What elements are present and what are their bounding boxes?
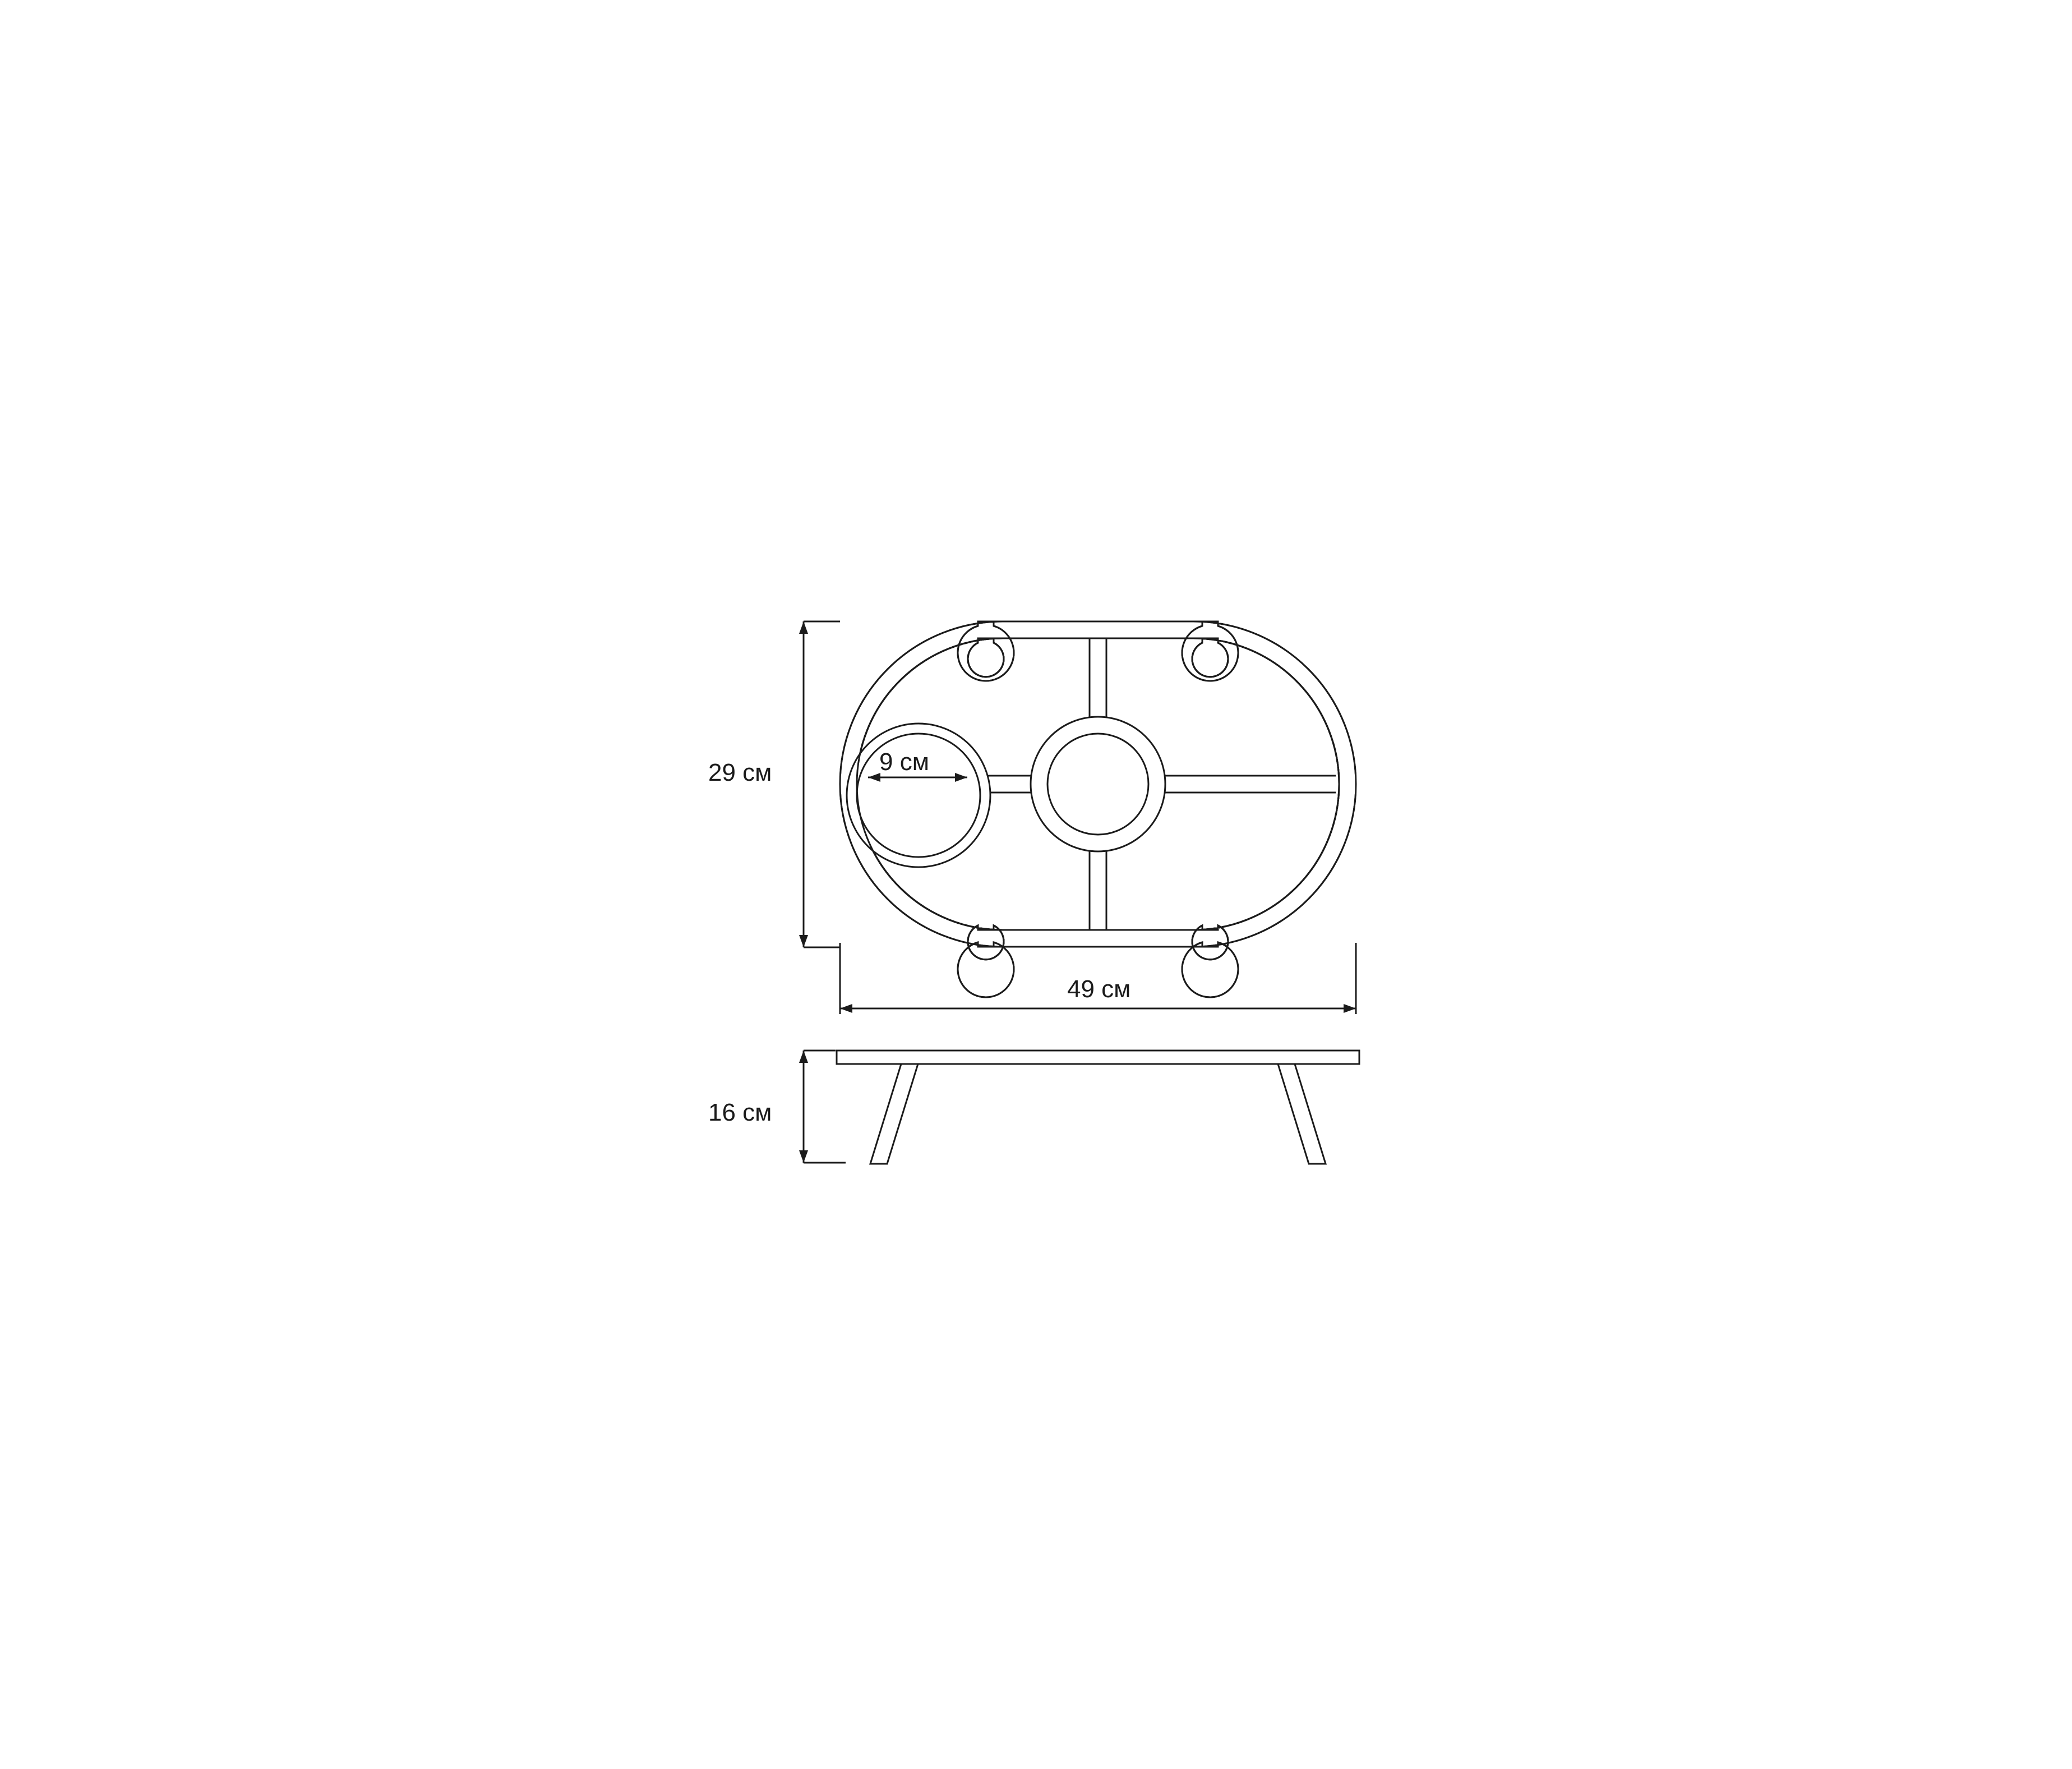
dim-hole-diameter-label: 9 см — [879, 748, 929, 776]
dim-height-side — [799, 1051, 846, 1163]
leg-right — [1278, 1064, 1326, 1164]
dim-width-label: 49 см — [1067, 975, 1130, 1003]
dim-height-side-label: 16 см — [708, 1099, 772, 1126]
tabletop — [837, 1051, 1359, 1064]
dim-height-top-label: 29 см — [708, 759, 772, 786]
hub-hole — [1047, 734, 1148, 835]
side-view — [837, 1051, 1359, 1164]
leg-left — [870, 1064, 918, 1164]
